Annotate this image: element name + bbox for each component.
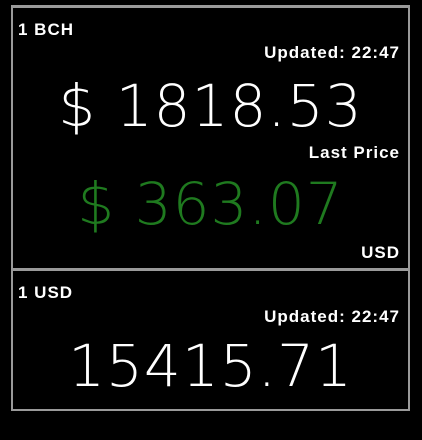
usd-conversion-value: 15415.71 xyxy=(68,332,353,400)
bch-updated-label: Updated: 22:47 xyxy=(264,43,400,62)
top-divider xyxy=(11,5,410,8)
usd-conversion-panel: 1 USD Updated: 22:47 15415.71 xyxy=(11,271,410,411)
bch-price-value: $ 1818.53 xyxy=(58,72,363,140)
currency-label: USD xyxy=(361,243,400,262)
usd-unit-label: 1 USD xyxy=(18,283,74,302)
usd-updated-label: Updated: 22:47 xyxy=(264,307,400,326)
last-price-label: Last Price xyxy=(308,143,400,162)
bch-unit-label: 1 BCH xyxy=(18,20,75,39)
last-price-value: $ 363.07 xyxy=(77,170,344,238)
bch-price-panel: 1 BCH Updated: 22:47 $ 1818.53 Last Pric… xyxy=(11,8,410,271)
